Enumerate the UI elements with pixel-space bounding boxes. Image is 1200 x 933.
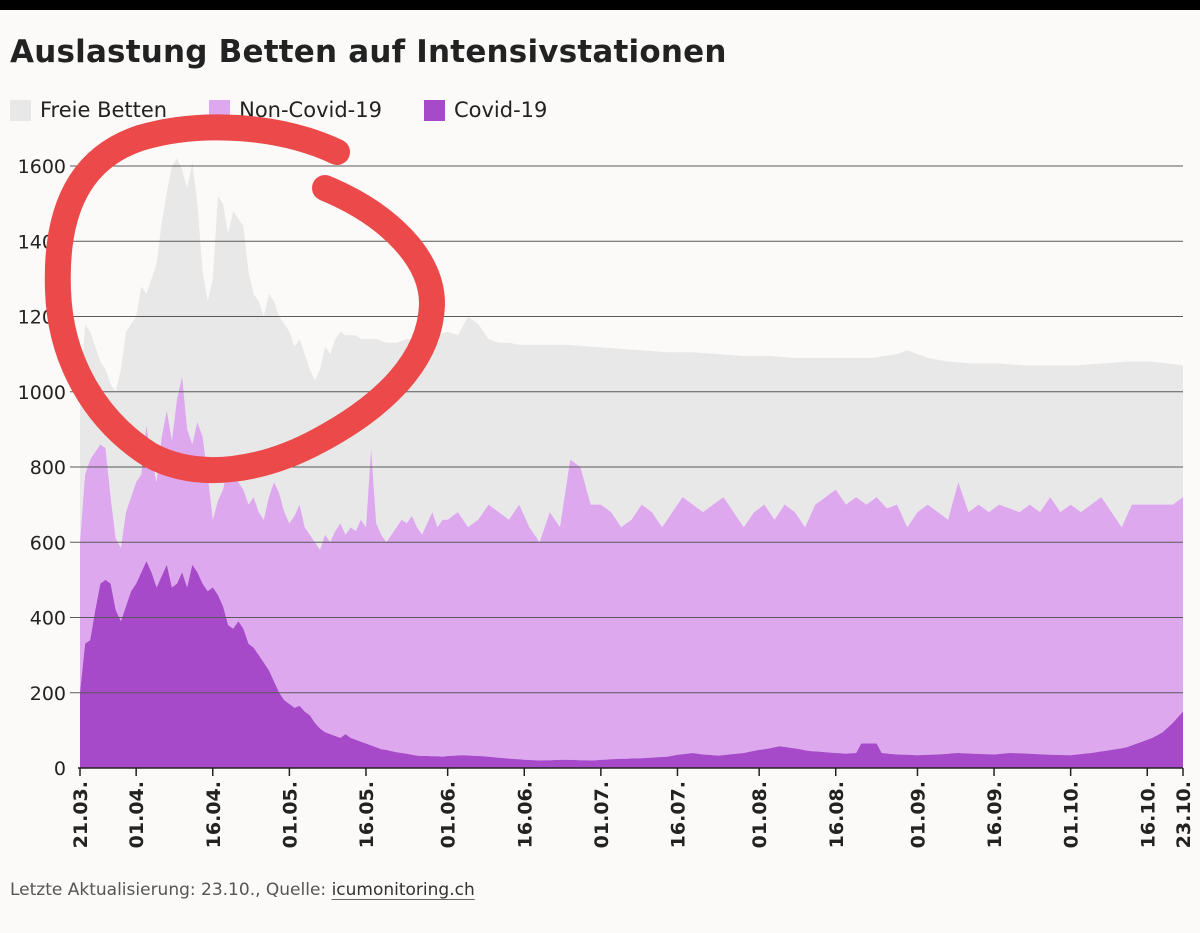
y-tick-label: 0 [54,758,66,780]
x-tick-label: 23.10. [1173,781,1195,848]
x-tick-label: 01.06. [438,781,460,848]
x-tick-label: 16.07. [667,781,689,848]
footer: Letzte Aktualisierung: 23.10., Quelle: i… [10,880,475,900]
x-tick-label: 16.04. [203,781,225,848]
legend-swatch-freie-betten [10,99,31,121]
area-non-covid-19 [80,376,1183,761]
footer-source-link[interactable]: icumonitoring.ch [331,880,475,900]
x-tick-label: 16.10. [1137,781,1159,848]
y-tick-label: 200 [30,683,66,705]
legend: Freie Betten Non-Covid-19 Covid-19 [10,96,589,124]
x-tick-label: 01.07. [591,781,613,848]
legend-label-freie-betten: Freie Betten [40,98,168,122]
x-tick-label: 01.08. [749,781,771,848]
x-tick-label: 01.10. [1061,781,1083,848]
y-tick-label: 1600 [18,156,66,178]
legend-swatch-covid [423,99,445,121]
x-tick-label: 01.05. [279,781,301,848]
chart-title: Auslastung Betten auf Intensivstationen [10,34,727,70]
x-tick-label: 01.04. [126,781,148,848]
x-tick-label: 16.08. [826,781,848,848]
y-tick-label: 800 [30,457,66,479]
legend-label-covid: Covid-19 [453,98,548,122]
legend-item-non-covid: Non-Covid-19 [209,98,382,122]
x-tick-label: 16.05. [356,781,378,848]
x-tick-label: 21.03. [70,781,92,848]
x-tick-label: 16.06. [514,781,536,848]
top-black-bar [0,0,1200,10]
x-tick-label: 01.09. [907,781,929,848]
x-tick-label: 16.09. [984,781,1006,848]
footer-text: Letzte Aktualisierung: 23.10., Quelle: [10,880,332,900]
area-covid-19 [80,561,1183,768]
y-tick-label: 600 [30,532,66,554]
legend-item-freie-betten: Freie Betten [10,98,167,122]
y-tick-label: 1000 [18,382,66,404]
y-tick-label: 400 [30,608,66,630]
legend-item-covid: Covid-19 [423,98,548,122]
area-freie-betten [80,158,1183,550]
red-circle-annotation [44,114,445,483]
